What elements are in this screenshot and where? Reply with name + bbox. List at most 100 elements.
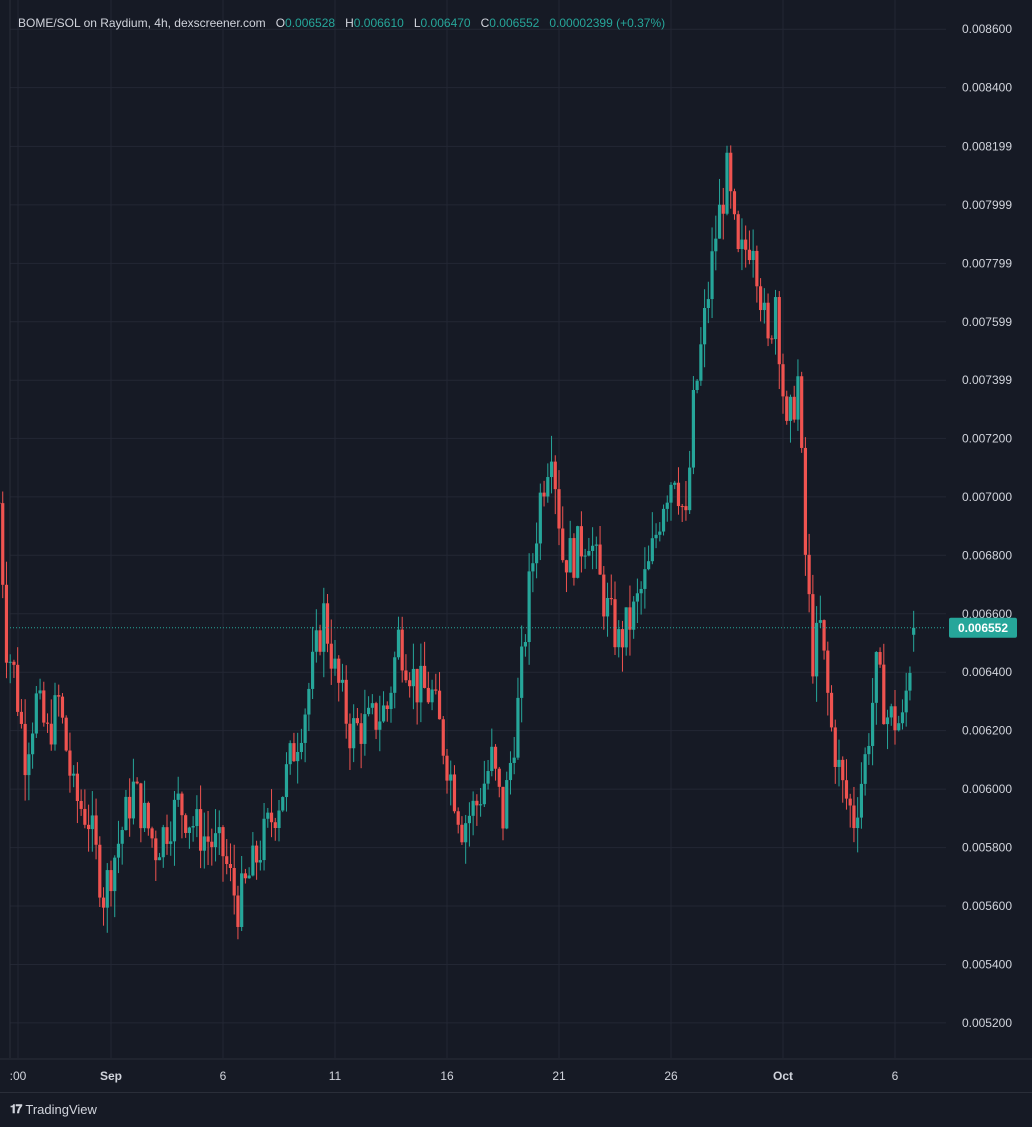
candle-body xyxy=(378,721,382,730)
candle-body xyxy=(460,824,464,843)
candle-body xyxy=(408,680,412,687)
candle-body xyxy=(344,679,348,724)
close-value: 0.006552 xyxy=(489,16,540,30)
candle-body xyxy=(337,658,341,683)
y-tick-label: 0.007200 xyxy=(962,431,1012,445)
candle-body xyxy=(479,804,483,806)
candle-body xyxy=(837,759,841,767)
candle-body xyxy=(38,690,42,694)
candle-body xyxy=(87,824,91,830)
candle-body xyxy=(292,743,296,762)
candle-body xyxy=(762,302,766,311)
candle-body xyxy=(228,863,233,868)
last-price-label: 0.006552 xyxy=(958,621,1008,635)
candle-body xyxy=(101,897,106,908)
candle-body xyxy=(520,646,524,698)
candle-body xyxy=(83,808,87,825)
y-tick-label: 0.008400 xyxy=(962,81,1012,95)
y-tick-label: 0.006000 xyxy=(962,782,1012,796)
candle-body xyxy=(98,844,102,898)
candle-body xyxy=(251,845,255,876)
candle-body xyxy=(673,482,677,485)
candle-body xyxy=(311,651,315,689)
candle-body xyxy=(404,670,408,681)
candle-body xyxy=(23,723,27,776)
open-value: 0.006528 xyxy=(285,16,336,30)
candle-body xyxy=(139,783,143,829)
candle-body xyxy=(579,526,583,557)
candle-body xyxy=(897,723,901,731)
ohlc-legend: BOME/SOL on Raydium, 4h, dexscreener.com… xyxy=(18,16,665,30)
x-tick-label: 6 xyxy=(220,1069,227,1083)
candle-body xyxy=(367,707,371,715)
candle-body xyxy=(744,239,748,250)
candle-body xyxy=(624,607,628,648)
candle-body xyxy=(411,668,415,687)
candle-body xyxy=(508,762,513,781)
y-tick-label: 0.006200 xyxy=(962,724,1012,738)
candle-body xyxy=(120,830,124,844)
candle-body xyxy=(79,801,83,809)
candle-body xyxy=(676,482,681,507)
candle-body xyxy=(471,800,475,816)
y-tick-label: 0.005600 xyxy=(962,899,1012,913)
candle-body xyxy=(706,299,710,308)
candle-body xyxy=(852,805,856,829)
candle-body xyxy=(803,447,807,555)
candle-body xyxy=(591,545,595,551)
candle-body xyxy=(116,843,121,858)
candle-body xyxy=(874,652,878,703)
y-tick-label: 0.007799 xyxy=(962,256,1012,270)
candle-body xyxy=(598,544,602,575)
candle-body xyxy=(777,297,781,365)
candle-body xyxy=(826,650,830,693)
candle-body xyxy=(154,838,158,861)
candle-body xyxy=(277,810,281,829)
candle-body xyxy=(572,538,576,578)
candle-body xyxy=(49,723,53,745)
candle-body xyxy=(848,798,852,806)
candle-body xyxy=(773,297,778,340)
candle-body xyxy=(396,629,401,658)
candle-body xyxy=(434,689,438,691)
candle-body xyxy=(602,574,606,617)
y-tick-label: 0.007599 xyxy=(962,315,1012,329)
candle-body xyxy=(157,857,162,861)
candle-body xyxy=(240,873,244,927)
candle-body xyxy=(684,506,688,511)
candle-body xyxy=(322,603,326,652)
candle-body xyxy=(871,702,875,746)
candle-body xyxy=(389,692,393,710)
candle-body xyxy=(669,484,673,503)
candle-body xyxy=(759,286,763,311)
candle-body xyxy=(856,817,860,829)
low-value: 0.006470 xyxy=(420,16,471,30)
candle-body xyxy=(501,786,505,829)
candle-body xyxy=(721,204,725,214)
candle-body xyxy=(549,461,554,478)
candle-body xyxy=(273,822,277,829)
candle-body xyxy=(284,764,289,798)
candle-body xyxy=(564,560,569,573)
candle-body xyxy=(482,783,486,805)
candle-body xyxy=(781,364,785,397)
candle-body xyxy=(900,712,905,724)
candle-body xyxy=(617,629,621,648)
close-key: C xyxy=(480,16,490,30)
candle-body xyxy=(370,703,374,708)
candle-body xyxy=(146,802,150,829)
candle-body xyxy=(225,856,229,864)
candle-body xyxy=(594,544,598,546)
candle-body xyxy=(340,679,345,683)
tradingview-brand[interactable]: 𝟏𝟕 TradingView xyxy=(10,1102,97,1117)
candle-body xyxy=(755,250,759,287)
candle-body xyxy=(531,563,535,572)
candle-body xyxy=(75,773,79,802)
candle-body xyxy=(299,742,303,752)
candle-body xyxy=(703,307,707,345)
candle-body xyxy=(213,833,218,848)
candle-body xyxy=(355,718,359,724)
y-tick-label: 0.008199 xyxy=(962,139,1012,153)
